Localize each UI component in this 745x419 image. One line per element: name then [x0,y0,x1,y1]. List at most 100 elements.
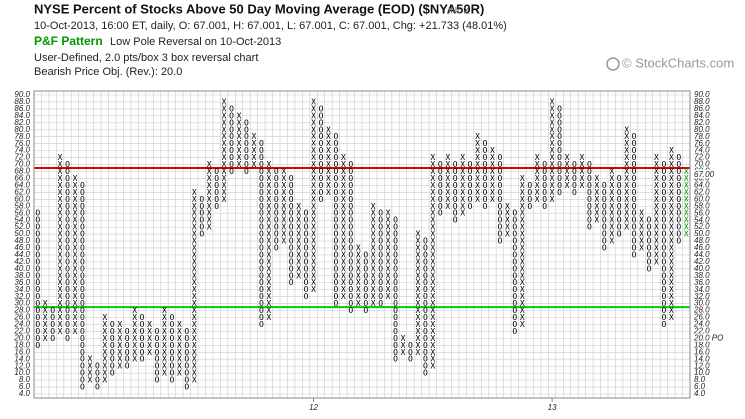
o-box: O [647,243,652,252]
o-box: O [348,257,353,266]
x-box: X [207,223,212,232]
x-box: X [639,216,644,225]
x-box: X [430,299,435,308]
o-box: O [65,181,70,190]
o-box: O [95,383,100,392]
y-tick-label: 26.0 [13,313,30,322]
x-box: X [311,223,316,232]
x-box: X [624,188,629,197]
o-box: O [184,355,189,364]
o-box: O [393,271,398,280]
x-box: X [222,97,227,106]
x-box: X [520,188,525,197]
x-tick-label: 13 [548,403,557,412]
x-box: X [132,313,137,322]
o-box: O [438,202,443,211]
o-box: O [617,181,622,190]
o-box: O [661,181,666,190]
o-box: O [378,264,383,273]
o-box: O [50,327,55,336]
x-box: X [162,341,167,350]
o-box: O [304,209,309,218]
x-box: X [430,174,435,183]
x-box: X [266,250,271,259]
x-box: X [550,132,555,141]
x-box: X [237,146,242,155]
x-box: X [266,264,271,273]
x-box: X [490,167,495,176]
x-box: X [326,181,331,190]
o-box: O [319,111,324,120]
x-box: X [669,195,674,204]
x-box: X [430,285,435,294]
x-box: X [356,271,361,280]
x-box: X [147,348,152,357]
o-box: O [333,209,338,218]
y-tick-label: 54.0 [14,215,30,224]
o-box: O [587,202,592,211]
o-box: O [632,202,637,211]
o-box: O [557,111,562,120]
x-box: X [87,362,92,371]
x-box: X [505,202,510,211]
o-box: O [80,327,85,336]
x-box: X [266,167,271,176]
x-box: X [445,195,450,204]
x-box: X [371,278,376,287]
y-tick-label: 82.0 [14,118,30,127]
x-box: X [430,209,435,218]
y-tick-label-right: 64.0 [694,181,710,190]
x-box: X [237,111,242,120]
x-box: X [326,146,331,155]
x-box: X [520,230,525,239]
o-box: O [423,348,428,357]
o-box: O [632,243,637,252]
x-box: X [609,230,614,239]
x-box: X [311,271,316,280]
o-box: O [423,341,428,350]
x-box: X [669,243,674,252]
y-tick-label-right: 30.0 [694,299,710,308]
o-box: O [408,355,413,364]
x-box: X [73,243,78,252]
o-box: O [65,285,70,294]
o-box: O [80,230,85,239]
x-box: X [460,188,465,197]
o-box: O [155,369,160,378]
o-box: O [229,118,234,127]
x-box: X [192,202,197,211]
x-box: X [490,146,495,155]
o-box: O [661,243,666,252]
x-box: X [222,132,227,141]
x-box: X [341,264,346,273]
x-box: X [177,334,182,343]
x-box: X [266,292,271,301]
x-box: X [430,243,435,252]
o-box: O [348,271,353,280]
x-box: X [222,125,227,134]
x-box: X [192,209,197,218]
o-box: O [199,209,204,218]
x-box: X [594,195,599,204]
o-box: O [155,376,160,385]
o-box: O [140,355,145,364]
x-box: X [684,202,689,211]
x-box: X [266,160,271,169]
x-box: X [639,209,644,218]
x-box: X [117,348,122,357]
exchange: INDX [448,5,470,15]
x-box: X [266,174,271,183]
x-box: X [192,348,197,357]
o-box: O [199,216,204,225]
o-box: O [274,195,279,204]
x-box: X [415,278,420,287]
o-box: O [274,188,279,197]
o-box: O [661,237,666,246]
x-box: X [147,320,152,329]
o-box: O [229,153,234,162]
